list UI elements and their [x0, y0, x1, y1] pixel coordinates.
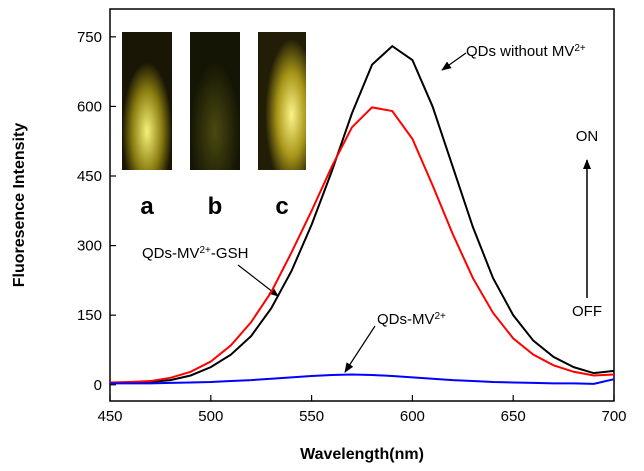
- x-tick-label: 550: [299, 408, 324, 425]
- vial-photo: [190, 32, 240, 170]
- series-label-part: -GSH: [211, 245, 249, 262]
- y-tick-label: 750: [77, 29, 102, 46]
- x-tick-label: 450: [97, 408, 122, 425]
- inset-label: b: [208, 193, 223, 220]
- series-label-part: 2+: [435, 311, 447, 322]
- vial-photo: [122, 32, 172, 170]
- switch-label: ON: [576, 128, 599, 145]
- y-axis-title: Fluoresence Intensity: [11, 123, 28, 288]
- series-line: [110, 44, 615, 384]
- y-tick-label: 450: [77, 168, 102, 185]
- series-label: QDs without MV2+: [466, 43, 586, 61]
- vial-photo: [258, 32, 306, 170]
- y-tick-label: 300: [77, 238, 102, 255]
- y-tick-label: 150: [77, 307, 102, 324]
- inset-label: a: [140, 193, 154, 220]
- series-label-part: 2+: [574, 43, 586, 54]
- arrow: [441, 52, 467, 71]
- x-tick-label: 650: [501, 408, 526, 425]
- y-tick-label: 600: [77, 98, 102, 115]
- x-tick-label: 500: [198, 408, 223, 425]
- y-tick-label: 0: [94, 377, 102, 394]
- series-line: [109, 106, 615, 384]
- series-label-part: QDs-MV: [142, 245, 200, 262]
- x-tick-label: 600: [400, 408, 425, 425]
- inset-label: c: [275, 193, 288, 220]
- series-line: [110, 373, 615, 385]
- series-label-part: QDs without MV: [466, 43, 574, 60]
- series-label: QDs-MV2+-GSH: [142, 245, 248, 263]
- arrow: [344, 325, 376, 373]
- x-axis-title: Wavelength(nm): [300, 446, 424, 463]
- switch-label: OFF: [572, 303, 602, 320]
- inset-photos: [122, 32, 306, 170]
- series-label-part: 2+: [200, 245, 212, 256]
- x-tick-label: 700: [601, 408, 626, 425]
- series-label: QDs-MV2+: [377, 311, 446, 329]
- series-label-part: QDs-MV: [377, 311, 435, 328]
- plot-frame: [109, 8, 615, 402]
